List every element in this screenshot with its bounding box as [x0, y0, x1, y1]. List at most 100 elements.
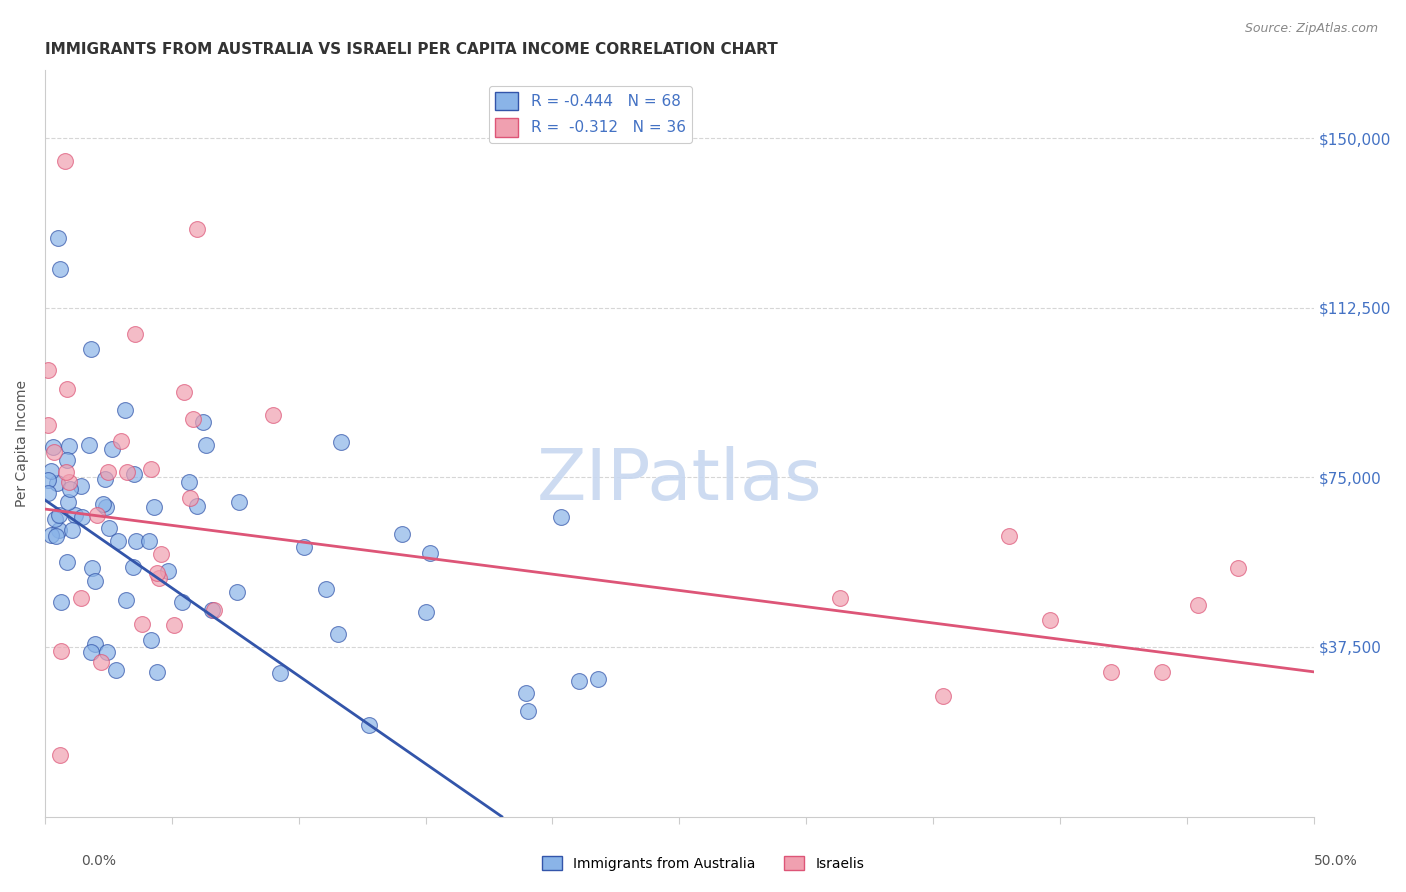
Point — [110, 434, 132, 448]
Point — [179, 491, 201, 505]
Point — [138, 534, 160, 549]
Point — [53, 153, 76, 168]
Point — [90, 655, 112, 669]
Point — [568, 673, 591, 688]
Point — [49, 748, 72, 763]
Point — [1226, 561, 1249, 575]
Point — [49, 595, 72, 609]
Point — [44, 511, 66, 525]
Point — [107, 533, 129, 548]
Point — [55, 465, 77, 479]
Point — [39, 528, 62, 542]
Point — [45, 475, 67, 490]
Point — [142, 500, 165, 514]
Point — [148, 571, 170, 585]
Point — [226, 585, 249, 599]
Point — [41, 440, 63, 454]
Point — [121, 560, 143, 574]
Point — [201, 603, 224, 617]
Point — [46, 231, 69, 245]
Point — [586, 672, 609, 686]
Point — [56, 382, 79, 396]
Point — [91, 497, 114, 511]
Point — [357, 718, 380, 732]
Point — [51, 644, 73, 658]
Point — [998, 529, 1021, 543]
Point — [173, 385, 195, 400]
Point — [391, 526, 413, 541]
Point — [122, 467, 145, 482]
Point — [37, 486, 59, 500]
Point — [146, 665, 169, 680]
Point — [157, 564, 180, 578]
Point — [269, 666, 291, 681]
Point — [1099, 665, 1122, 679]
Point — [115, 592, 138, 607]
Point — [170, 595, 193, 609]
Point — [37, 473, 59, 487]
Point — [70, 591, 93, 606]
Point — [315, 582, 337, 596]
Point — [86, 508, 108, 523]
Point — [114, 403, 136, 417]
Point — [96, 645, 118, 659]
Point — [326, 627, 349, 641]
Point — [1187, 598, 1209, 612]
Point — [228, 495, 250, 509]
Point — [931, 689, 953, 703]
Point — [124, 533, 146, 548]
Text: 50.0%: 50.0% — [1313, 854, 1358, 868]
Legend: Immigrants from Australia, Israelis: Immigrants from Australia, Israelis — [536, 850, 870, 876]
Point — [70, 509, 93, 524]
Point — [146, 566, 169, 581]
Point — [63, 508, 86, 522]
Point — [58, 475, 80, 490]
Point — [193, 415, 215, 429]
Point — [70, 479, 93, 493]
Point — [39, 464, 62, 478]
Point — [131, 616, 153, 631]
Point — [515, 686, 537, 700]
Point — [105, 663, 128, 677]
Point — [77, 437, 100, 451]
Point — [37, 417, 59, 432]
Point — [79, 644, 101, 658]
Text: 0.0%: 0.0% — [82, 854, 115, 868]
Point — [517, 704, 540, 718]
Legend: R = -0.444   N = 68, R =  -0.312   N = 36: R = -0.444 N = 68, R = -0.312 N = 36 — [489, 86, 692, 143]
Y-axis label: Per Capita Income: Per Capita Income — [15, 380, 30, 507]
Point — [141, 633, 163, 648]
Point — [59, 482, 82, 496]
Point — [183, 411, 205, 425]
Point — [292, 540, 315, 554]
Point — [419, 546, 441, 560]
Point — [97, 521, 120, 535]
Text: IMMIGRANTS FROM AUSTRALIA VS ISRAELI PER CAPITA INCOME CORRELATION CHART: IMMIGRANTS FROM AUSTRALIA VS ISRAELI PER… — [45, 42, 778, 57]
Point — [202, 603, 225, 617]
Point — [330, 435, 353, 450]
Point — [45, 529, 67, 543]
Point — [1039, 613, 1062, 627]
Point — [139, 461, 162, 475]
Point — [150, 547, 173, 561]
Point — [58, 439, 80, 453]
Point — [79, 342, 101, 356]
Point — [62, 523, 84, 537]
Point — [550, 509, 572, 524]
Point — [262, 408, 284, 422]
Point — [56, 555, 79, 569]
Point — [177, 475, 200, 489]
Point — [56, 453, 79, 467]
Point — [56, 495, 79, 509]
Point — [44, 444, 66, 458]
Text: ZIPatlas: ZIPatlas — [537, 446, 823, 516]
Point — [49, 262, 72, 277]
Point — [186, 499, 208, 513]
Point — [84, 574, 107, 588]
Point — [48, 508, 70, 522]
Point — [1150, 665, 1173, 679]
Point — [115, 465, 138, 479]
Point — [83, 637, 105, 651]
Point — [48, 523, 70, 537]
Point — [100, 442, 122, 456]
